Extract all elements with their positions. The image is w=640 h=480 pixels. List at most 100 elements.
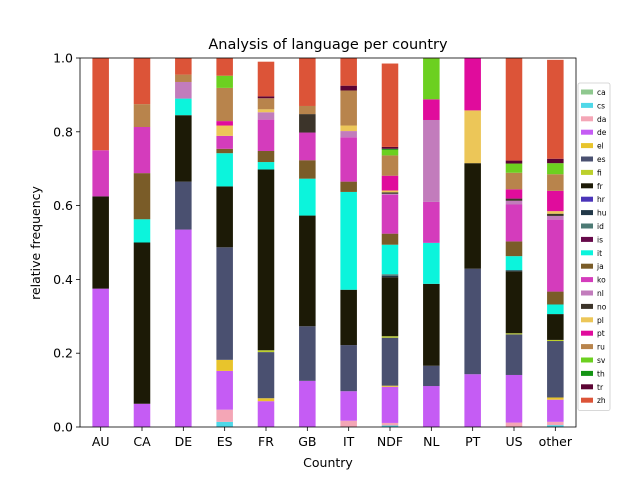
bar-segment-US-pt bbox=[505, 189, 523, 199]
bar-segment-NDF-fi bbox=[381, 336, 399, 338]
bar-segment-PT-fr bbox=[464, 163, 481, 269]
plot-frame bbox=[79, 57, 577, 428]
bar-segment-US-tr bbox=[505, 160, 523, 164]
bar-segment-NDF-pt bbox=[381, 175, 399, 191]
legend-swatch-pt bbox=[581, 330, 593, 336]
bar-segment-other-ru bbox=[547, 174, 564, 191]
bar-segment-NDF-hu bbox=[381, 275, 399, 278]
legend-swatch-ru bbox=[581, 344, 593, 350]
bar-segment-ES-ko bbox=[216, 135, 233, 149]
bar-segment-GB-fr bbox=[299, 215, 316, 327]
bar-segment-CA-ko bbox=[133, 127, 151, 174]
legend-label-ko: ko bbox=[597, 276, 606, 285]
bar-segment-GB-de bbox=[299, 380, 316, 428]
bar-segment-US-hu bbox=[505, 270, 523, 272]
legend-label-cs: cs bbox=[597, 101, 605, 110]
x-tick-label: NDF bbox=[377, 434, 403, 449]
bar-segment-FR-fr bbox=[257, 169, 275, 351]
y-tick-label: 0.6 bbox=[53, 198, 73, 213]
x-tick-label: CA bbox=[133, 434, 151, 449]
bar-segment-FR-pl bbox=[257, 109, 275, 113]
legend-swatch-th bbox=[581, 370, 593, 376]
bar-segment-NDF-zh bbox=[381, 63, 399, 147]
bar-segment-CA-de bbox=[133, 403, 151, 427]
bar-segment-NL-sv bbox=[423, 58, 440, 100]
bar-segment-CA-it bbox=[133, 219, 151, 243]
bar-segment-GB-it bbox=[299, 178, 316, 216]
legend-swatch-ja bbox=[581, 263, 593, 269]
legend-swatch-cs bbox=[581, 102, 593, 108]
bar-segment-other-no bbox=[547, 213, 564, 216]
bar-segment-US-de bbox=[505, 374, 523, 423]
x-tick-label: ES bbox=[217, 434, 233, 449]
legend-swatch-id bbox=[581, 223, 593, 229]
legend-label-hr: hr bbox=[597, 195, 606, 204]
bar-segment-US-fr bbox=[505, 271, 523, 334]
legend-label-tr: tr bbox=[597, 383, 604, 392]
bar-segment-IT-de bbox=[340, 391, 357, 421]
bar-segment-AU-fr bbox=[92, 196, 109, 289]
bar-segment-other-da bbox=[547, 421, 564, 426]
bar-segment-FR-it bbox=[257, 162, 275, 170]
bar-segment-other-pl bbox=[547, 211, 564, 214]
bar-segment-US-sv bbox=[505, 163, 523, 173]
bar-segment-NDF-es bbox=[381, 337, 399, 386]
legend-swatch-hu bbox=[581, 210, 593, 216]
x-tick-label: PT bbox=[465, 434, 481, 449]
legend-swatch-it bbox=[581, 250, 593, 256]
bar-segment-FR-de bbox=[257, 401, 275, 427]
bar-segment-PT-es bbox=[464, 268, 481, 375]
bar-segment-IT-ja bbox=[340, 181, 357, 192]
bar-segment-other-tr bbox=[547, 158, 564, 164]
bar-segment-NDF-el bbox=[381, 385, 399, 387]
bar-segment-PT-de bbox=[464, 374, 481, 427]
legend-swatch-zh bbox=[581, 397, 593, 403]
bar-segment-NL-nl bbox=[423, 119, 440, 202]
bar-segment-DE-ru bbox=[175, 74, 192, 82]
bar-segment-IT-ko bbox=[340, 137, 357, 182]
legend-swatch-sv bbox=[581, 357, 593, 363]
bar-segment-GB-zh bbox=[299, 58, 316, 106]
bar-segment-CA-ja bbox=[133, 173, 151, 220]
bar-segment-US-ru bbox=[505, 172, 523, 190]
x-tick-label: FR bbox=[258, 434, 274, 449]
y-tick-label: 0.8 bbox=[53, 124, 73, 139]
x-tick-label: GB bbox=[298, 434, 316, 449]
bar-segment-AU-de bbox=[92, 288, 109, 428]
bar-segment-FR-tr bbox=[257, 96, 275, 99]
bar-segment-DE-de bbox=[175, 229, 192, 427]
bar-segment-NDF-cs bbox=[381, 425, 399, 427]
legend-swatch-no bbox=[581, 303, 593, 309]
y-axis-label: relative frequency bbox=[28, 185, 43, 299]
legend-swatch-nl bbox=[581, 290, 593, 296]
bar-segment-DE-nl bbox=[175, 81, 192, 99]
bar-segment-other-fr bbox=[547, 314, 564, 340]
bar-segment-US-fi bbox=[505, 333, 523, 335]
bar-segment-FR-ko bbox=[257, 119, 275, 151]
bar-segment-US-no bbox=[505, 198, 523, 201]
bar-segment-NL-it bbox=[423, 242, 440, 284]
y-tick-label: 0.2 bbox=[53, 346, 73, 361]
bar-segment-ES-de bbox=[216, 370, 233, 410]
bar-segment-GB-ko bbox=[299, 132, 316, 161]
bar-segment-IT-tr bbox=[340, 85, 357, 91]
bar-segment-FR-el bbox=[257, 398, 275, 402]
legend-swatch-da bbox=[581, 116, 593, 122]
bar-segment-ES-da bbox=[216, 409, 233, 422]
bar-segment-NDF-de bbox=[381, 386, 399, 423]
bar-segment-US-da bbox=[505, 422, 523, 427]
bar-segment-DE-es bbox=[175, 181, 192, 230]
bar-segment-NDF-sv bbox=[381, 149, 399, 156]
bar-segment-GB-no bbox=[299, 114, 316, 133]
bar-segment-NDF-pl bbox=[381, 190, 399, 193]
legend-label-da: da bbox=[597, 115, 606, 124]
bar-segment-CA-ru bbox=[133, 104, 151, 128]
legend-label-pt: pt bbox=[597, 329, 605, 338]
legend-box bbox=[577, 82, 611, 412]
bar-segment-other-fi bbox=[547, 339, 564, 342]
legend-label-is: is bbox=[597, 235, 603, 244]
x-tick-label: US bbox=[505, 434, 522, 449]
bar-segment-NL-ko bbox=[423, 201, 440, 243]
bar-segment-ES-el bbox=[216, 359, 233, 371]
bar-segment-GB-ru bbox=[299, 105, 316, 115]
